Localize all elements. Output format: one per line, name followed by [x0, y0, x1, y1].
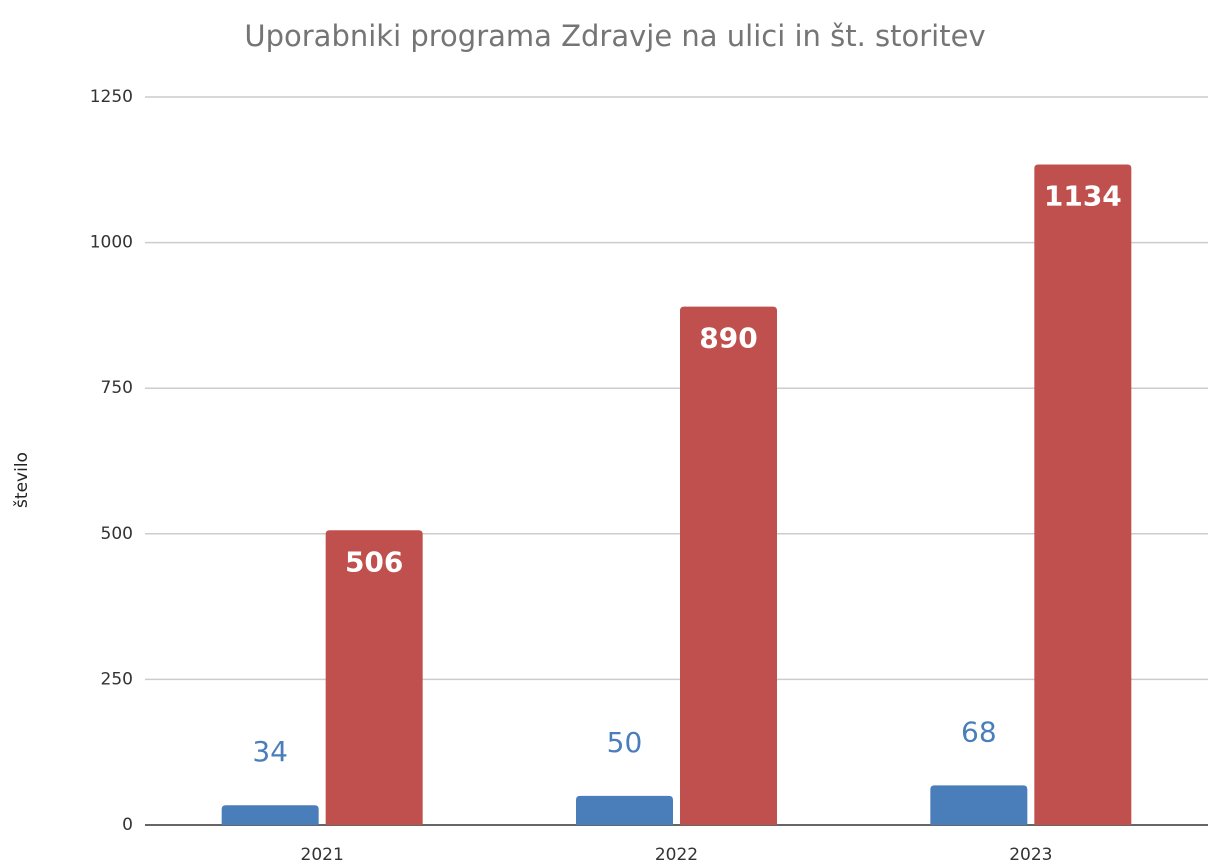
y-tick-label: 1250 [90, 87, 133, 107]
x-tick-label: 2022 [655, 845, 698, 865]
x-tick-label: 2021 [301, 845, 344, 865]
y-tick-label: 750 [101, 378, 133, 398]
y-tick-label: 250 [101, 669, 133, 689]
bar [325, 530, 423, 825]
data-label: 890 [699, 322, 757, 355]
bar [930, 785, 1028, 825]
data-label: 50 [607, 726, 643, 759]
y-tick-label: 1000 [90, 233, 133, 253]
bar [221, 805, 319, 825]
chart-title: Uporabniki programa Zdravje na ulici in … [244, 19, 985, 53]
y-tick-label: 0 [122, 815, 133, 835]
bar [576, 795, 673, 825]
bar [680, 306, 777, 825]
bar [1034, 164, 1132, 825]
data-label: 1134 [1044, 180, 1122, 213]
x-tick-label: 2023 [1009, 845, 1052, 865]
data-label: 68 [961, 715, 997, 748]
y-tick-label: 500 [101, 524, 133, 544]
data-label: 34 [252, 735, 288, 768]
data-label: 506 [345, 545, 403, 578]
y-axis-label: število [12, 452, 32, 508]
